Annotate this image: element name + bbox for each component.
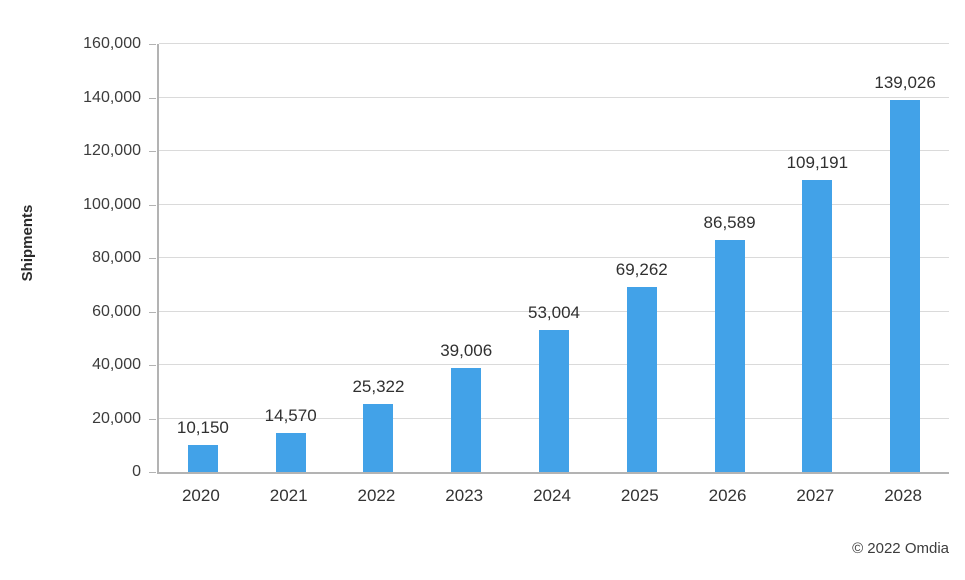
bar-2021 <box>275 433 306 472</box>
y-tick-label: 120,000 <box>83 142 141 159</box>
y-tick-mark <box>149 258 156 259</box>
x-tick-label: 2028 <box>884 486 923 505</box>
bar-value-label: 69,262 <box>615 259 668 279</box>
bar-2020 <box>187 444 218 472</box>
bar-2024 <box>539 330 569 472</box>
x-tick-label: 2020 <box>181 486 220 505</box>
bar-value-label: 39,006 <box>440 340 493 360</box>
bar-2025 <box>626 286 657 472</box>
y-tick-mark <box>149 97 156 99</box>
x-tick-label: 2023 <box>445 486 484 505</box>
y-tick-label: 20,000 <box>92 409 141 427</box>
gridline <box>159 257 949 258</box>
x-tick-label: 2026 <box>708 486 747 505</box>
gridline <box>159 96 949 98</box>
x-tick-label: 2027 <box>796 486 835 505</box>
gridline <box>159 150 949 151</box>
y-tick-label: 100,000 <box>83 195 141 213</box>
source-credit: © 2022 Omdia <box>852 540 949 557</box>
y-tick-label: 0 <box>132 463 141 480</box>
gridline <box>159 310 949 312</box>
x-tick-label: 2024 <box>533 486 571 505</box>
gridline <box>159 43 949 44</box>
y-tick-label: 40,000 <box>92 356 141 373</box>
x-tick-label: 2022 <box>357 486 396 505</box>
y-tick-mark <box>149 151 156 152</box>
y-axis-tick-labels: 0 20,000 40,000 60,000 80,000 100,000 120,000 1… <box>0 35 141 480</box>
plot-area: 10,150 14,570 25,322 39,006 53,004 69,262 86,5… <box>157 43 949 474</box>
y-tick-mark <box>149 44 156 45</box>
bar-value-label: 139,026 <box>874 73 936 93</box>
y-tick-mark <box>149 418 156 420</box>
bar-value-label: 86,589 <box>703 213 756 233</box>
bar-2023 <box>451 367 482 472</box>
y-tick-label: 80,000 <box>92 249 141 266</box>
y-tick-mark <box>149 472 156 473</box>
bar-value-label: 10,150 <box>176 417 229 437</box>
x-axis-tick-labels: 2020 2021 2022 2023 2024 2025 2026 2027 2028 <box>157 486 947 510</box>
gridline <box>159 203 949 205</box>
bar-2028 <box>890 100 921 472</box>
bar-value-label: 25,322 <box>352 377 405 397</box>
y-tick-label: 160,000 <box>83 35 141 52</box>
x-tick-label: 2021 <box>269 486 308 505</box>
y-tick-mark <box>149 311 156 313</box>
bar-value-label: 14,570 <box>264 406 317 426</box>
bar-2026 <box>714 240 745 472</box>
bar-value-label: 53,004 <box>528 303 580 323</box>
y-tick-label: 60,000 <box>92 302 141 320</box>
bar-2027 <box>802 179 833 472</box>
y-tick-mark <box>149 204 156 206</box>
y-tick-mark <box>149 365 156 366</box>
bar-2022 <box>363 404 394 472</box>
bar-value-label: 109,191 <box>786 152 849 172</box>
y-tick-label: 140,000 <box>83 88 141 106</box>
x-tick-label: 2025 <box>620 486 659 505</box>
